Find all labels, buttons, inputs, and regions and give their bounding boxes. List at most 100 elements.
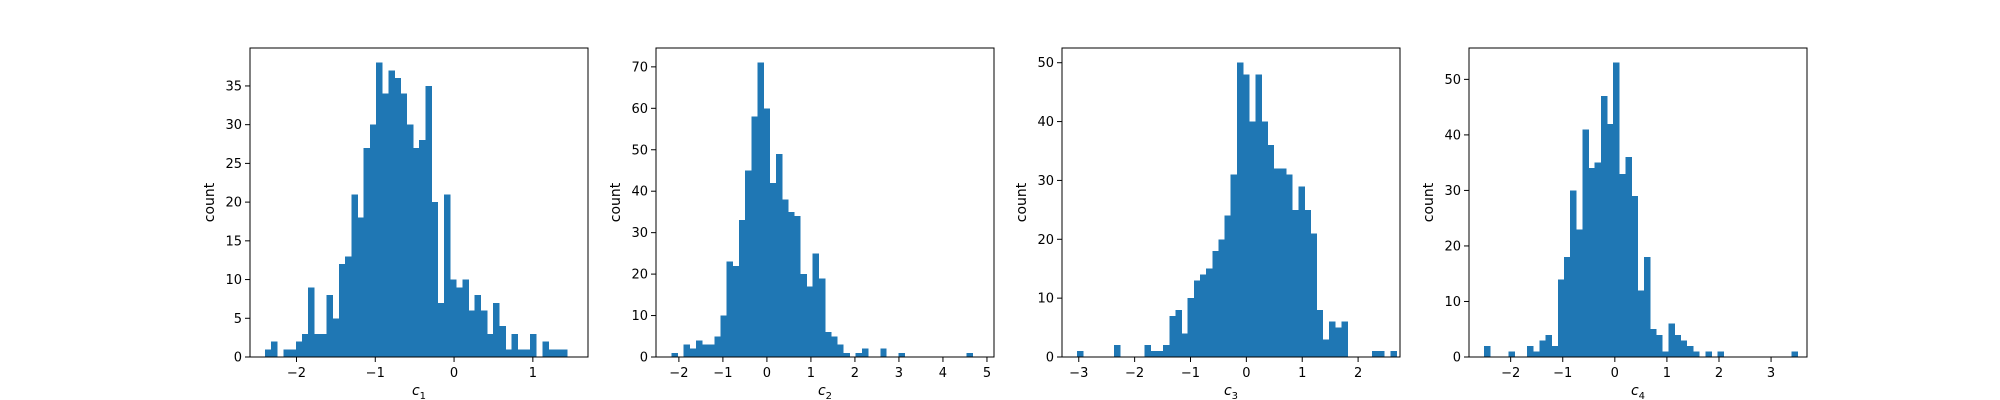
histogram-bar bbox=[1656, 334, 1663, 357]
histogram-bar bbox=[1279, 168, 1287, 357]
histogram-bar bbox=[1310, 233, 1318, 357]
histogram-panel-c3: −3 −2 −1 0 1 2 0 10 20 30 40 50 c3 count bbox=[1014, 47, 1401, 400]
y-tick-label: 30 bbox=[225, 118, 242, 133]
histogram-bar bbox=[437, 302, 445, 357]
histogram-bar bbox=[1637, 290, 1645, 357]
histogram-bar bbox=[406, 124, 414, 357]
bars bbox=[671, 62, 973, 358]
histogram-bar bbox=[1169, 315, 1176, 357]
histogram-bar bbox=[1557, 279, 1565, 357]
histogram-bar bbox=[1680, 340, 1688, 357]
histogram-bar bbox=[806, 286, 814, 357]
histogram-bar bbox=[1212, 251, 1219, 357]
y-tick-label: 15 bbox=[225, 234, 242, 249]
y-axis-label: count bbox=[1014, 182, 1030, 222]
histogram-bar bbox=[1791, 351, 1798, 357]
histogram-bar bbox=[1625, 157, 1632, 357]
x-tick-label: −1 bbox=[1181, 366, 1200, 381]
histogram-bar bbox=[351, 194, 358, 357]
histogram-bar bbox=[308, 287, 315, 357]
y-tick-label: 20 bbox=[631, 268, 648, 283]
histogram-bar bbox=[1662, 351, 1669, 357]
x-tick-label: 0 bbox=[1611, 366, 1619, 381]
x-tick-label: −1 bbox=[713, 366, 732, 381]
x-tick-label: −2 bbox=[1501, 366, 1520, 381]
histogram-bar bbox=[812, 253, 820, 357]
histogram-bar bbox=[855, 352, 863, 357]
histogram-bar bbox=[554, 349, 562, 357]
histogram-bar bbox=[332, 318, 340, 357]
y-axis-label: count bbox=[608, 182, 624, 222]
histogram-bar bbox=[720, 315, 727, 357]
histogram-bar bbox=[966, 352, 973, 357]
histogram-bar bbox=[474, 295, 482, 357]
histogram-bar bbox=[339, 264, 346, 357]
histogram-bar bbox=[1181, 333, 1189, 357]
y-tick-label: 40 bbox=[1037, 115, 1054, 130]
x-axis-label-subscript: 4 bbox=[1639, 391, 1645, 400]
y-tick-label: 30 bbox=[631, 226, 648, 241]
x-axis-label-main: c bbox=[818, 383, 826, 399]
histogram-bar bbox=[1650, 329, 1657, 357]
x-axis-label-main: c bbox=[412, 383, 420, 399]
histogram-bar bbox=[1163, 345, 1170, 357]
histogram-bar bbox=[1570, 190, 1577, 357]
y-axis-ticks: 0 10 20 30 40 50 60 70 bbox=[631, 60, 656, 366]
histogram-bar bbox=[781, 199, 789, 357]
histogram-bar bbox=[1674, 334, 1682, 357]
histogram-bar bbox=[1273, 168, 1281, 357]
histogram-bar bbox=[561, 349, 568, 357]
histogram-bar bbox=[861, 348, 869, 357]
histogram-bar bbox=[794, 216, 801, 357]
histogram-bar bbox=[1230, 174, 1238, 357]
x-tick-label: −2 bbox=[1125, 366, 1144, 381]
histogram-bar bbox=[493, 302, 500, 357]
y-axis-ticks: 0 10 20 30 40 50 bbox=[1444, 73, 1469, 366]
histogram-bar bbox=[818, 278, 826, 357]
y-tick-label: 20 bbox=[1037, 233, 1054, 248]
histogram-bar bbox=[1329, 321, 1336, 357]
histogram-bar bbox=[1236, 62, 1244, 358]
histogram-bar bbox=[301, 333, 309, 357]
histogram-bar bbox=[683, 344, 691, 357]
x-axis-ticks: −2 −1 0 1 2 3 bbox=[1501, 357, 1775, 381]
histogram-bar bbox=[530, 333, 537, 357]
x-axis-label-subscript: 3 bbox=[1232, 391, 1238, 400]
histogram-bar bbox=[1693, 351, 1700, 357]
x-axis-ticks: −2 −1 0 1 bbox=[287, 357, 537, 381]
x-tick-label: 1 bbox=[1298, 366, 1306, 381]
histogram-bar bbox=[695, 340, 703, 357]
y-tick-label: 0 bbox=[640, 351, 648, 366]
histogram-bar bbox=[1175, 309, 1182, 357]
histogram-bar bbox=[1600, 96, 1608, 357]
y-tick-label: 40 bbox=[631, 185, 648, 200]
y-axis-ticks: 0 10 20 30 40 50 bbox=[1037, 56, 1062, 366]
histogram-bar bbox=[1304, 209, 1311, 357]
histogram-bar bbox=[880, 348, 887, 357]
histogram-bar bbox=[843, 352, 850, 357]
histogram-bar bbox=[1261, 121, 1268, 357]
histogram-bar bbox=[1187, 298, 1195, 357]
histogram-bar bbox=[1249, 121, 1256, 357]
histogram-bar bbox=[1576, 229, 1583, 357]
histogram-bar bbox=[898, 352, 906, 357]
histogram-bar bbox=[1607, 123, 1614, 357]
x-tick-label: −1 bbox=[1553, 366, 1572, 381]
histogram-bar bbox=[708, 344, 715, 357]
histogram-bar bbox=[431, 202, 439, 357]
histogram-bar bbox=[671, 352, 678, 357]
histogram-bar bbox=[1613, 62, 1620, 358]
y-axis-label: count bbox=[202, 182, 218, 222]
histogram-bar bbox=[1563, 257, 1571, 357]
histogram-bar bbox=[1156, 351, 1164, 357]
y-tick-label: 50 bbox=[631, 143, 648, 158]
x-tick-label: 4 bbox=[939, 366, 947, 381]
histogram-bar bbox=[388, 70, 395, 358]
y-tick-label: 5 bbox=[234, 312, 242, 327]
histogram-bar bbox=[1286, 174, 1293, 357]
x-axis-ticks: −2 −1 0 1 2 3 4 5 bbox=[669, 357, 991, 381]
histogram-bar bbox=[745, 170, 752, 357]
histogram-bar bbox=[1594, 162, 1602, 357]
y-tick-label: 10 bbox=[225, 273, 242, 288]
